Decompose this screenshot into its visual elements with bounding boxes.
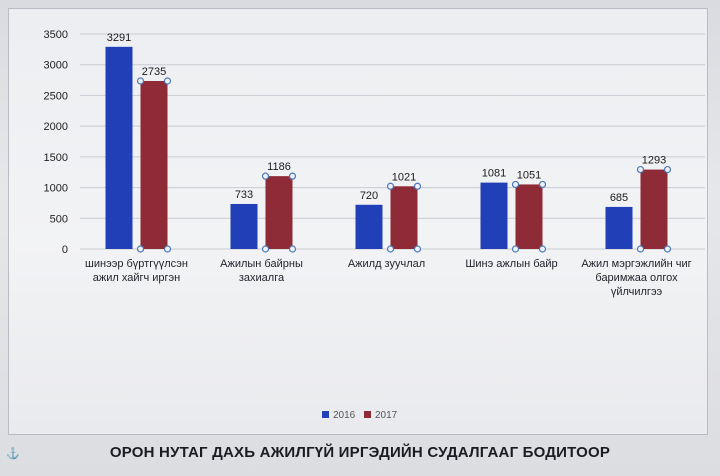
selection-handle — [386, 245, 395, 253]
data-label: 2735 — [142, 66, 166, 78]
page-title: ОРОН НУТАГ ДАХЬ АЖИЛГҮЙ ИРГЭДИЙН СУДАЛГА… — [109, 444, 611, 461]
bar-2016 — [230, 203, 258, 249]
selection-handle — [413, 245, 422, 253]
selection-handle — [636, 165, 645, 174]
bar-2016 — [105, 46, 133, 250]
selection-handle — [136, 77, 145, 85]
legend-swatch — [364, 411, 371, 418]
data-label: 1021 — [392, 171, 416, 183]
data-label: 685 — [610, 192, 628, 204]
x-tick-label: Ажил мэргэжлийн чиг — [581, 258, 691, 270]
bar-2016 — [480, 182, 508, 249]
data-label: 1186 — [267, 161, 291, 173]
x-tick-label: үйлчилгээ — [611, 286, 663, 298]
selection-handle — [663, 165, 672, 174]
bar-2017 — [140, 80, 168, 249]
bar-2016 — [605, 206, 633, 249]
bar-chart: 0 500 1000 1500 2000 2500 3000 3500 3291 2735 шинэ… — [44, 29, 705, 421]
selection-handle — [636, 245, 645, 253]
selection-handle — [413, 182, 422, 190]
data-label: 3291 — [107, 32, 131, 44]
selection-handle — [538, 245, 547, 253]
data-label: 1051 — [517, 169, 541, 181]
selection-handle — [288, 245, 297, 253]
y-tick-label: 0 — [62, 244, 68, 256]
selection-handle — [511, 245, 520, 253]
selection-handle — [386, 182, 395, 190]
selection-handle — [136, 245, 145, 253]
bar-2016 — [355, 204, 383, 249]
data-label: 720 — [360, 190, 378, 202]
y-tick-label: 2500 — [44, 90, 68, 102]
x-tick-label: баримжаа олгох — [595, 272, 678, 284]
y-tick-label: 1500 — [44, 152, 68, 164]
data-label: 1081 — [482, 168, 506, 180]
selection-handle — [163, 77, 172, 85]
y-tick-label: 1000 — [44, 183, 68, 195]
selection-handle — [511, 180, 520, 189]
selection-handle — [261, 172, 270, 180]
legend-label: 2016 — [333, 410, 356, 421]
bar-2017 — [640, 169, 668, 249]
x-tick-label: шинээр бүртгүүлсэн — [85, 258, 188, 270]
anchor-icon: ⚓ — [6, 448, 20, 460]
y-tick-label: 500 — [50, 213, 68, 225]
bar-2017 — [515, 184, 543, 249]
selection-handle — [288, 172, 297, 180]
x-tick-label: Шинэ ажлын байр — [465, 258, 557, 270]
legend-label: 2017 — [375, 410, 398, 421]
x-tick-label: ажил хайгч иргэн — [93, 272, 181, 284]
legend-swatch — [322, 411, 329, 418]
x-tick-label: Ажилд зуучлал — [348, 258, 425, 270]
selection-handle — [663, 245, 672, 253]
y-tick-label: 3500 — [44, 29, 68, 41]
data-label: 1293 — [642, 155, 666, 167]
y-tick-label: 2000 — [44, 121, 68, 133]
selection-handle — [163, 245, 172, 253]
selection-handle — [538, 180, 547, 189]
bar-2017 — [390, 186, 418, 249]
data-label: 733 — [235, 189, 253, 201]
selection-handle — [261, 245, 270, 253]
bar-2017 — [265, 176, 293, 249]
y-tick-label: 3000 — [44, 60, 68, 72]
x-tick-label: Ажилын байрны — [220, 258, 303, 270]
x-tick-label: захиалга — [239, 272, 285, 284]
